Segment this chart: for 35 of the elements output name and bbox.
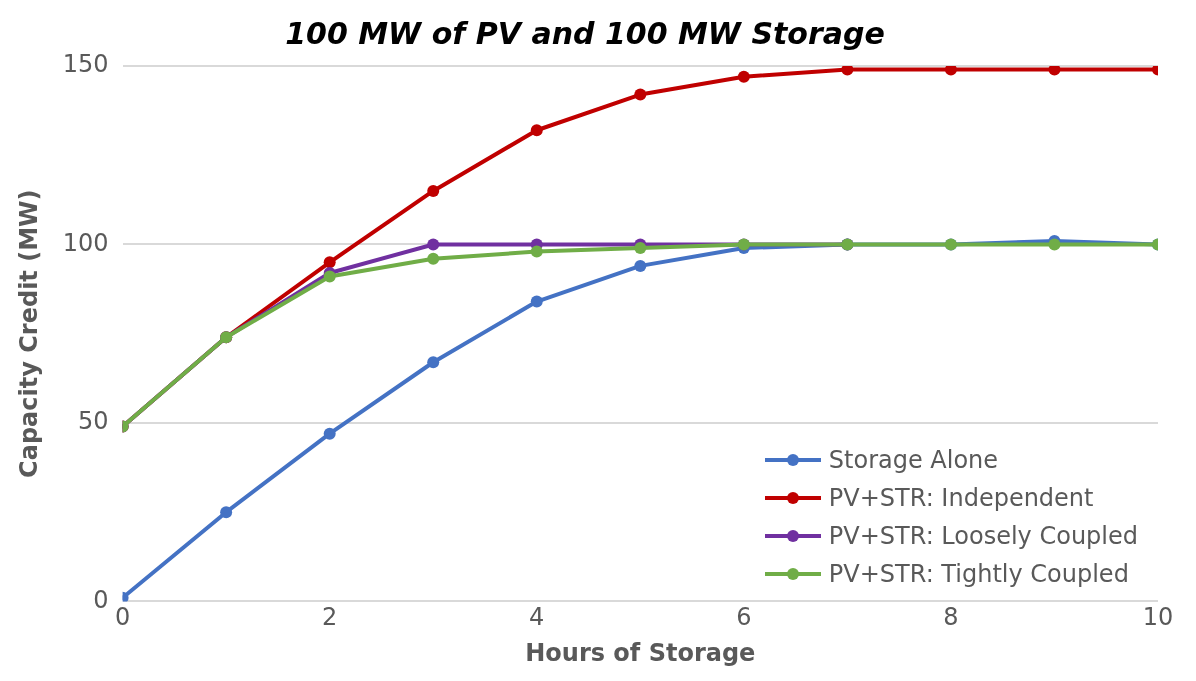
point: [1048, 238, 1061, 251]
point: [737, 70, 750, 83]
x-tick-label: 2: [322, 603, 338, 632]
chart-title: 100 MW of PV and 100 MW Storage: [285, 15, 885, 51]
x-tick-label: 10: [1142, 603, 1174, 632]
point: [841, 66, 854, 76]
point: [427, 356, 440, 369]
x-tick-label: 4: [529, 603, 545, 632]
y-tick-label: 100: [62, 228, 109, 257]
point: [323, 256, 336, 269]
x-tick-label: 8: [943, 603, 959, 632]
point: [323, 427, 336, 440]
point: [530, 245, 543, 258]
point: [634, 88, 647, 101]
x-tick-label: 0: [114, 603, 131, 632]
point: [530, 124, 543, 137]
point: [634, 259, 647, 272]
y-axis-title: Capacity Credit (MW): [14, 189, 43, 478]
point: [1048, 66, 1061, 76]
x-tick-label: 6: [736, 603, 752, 632]
legend-label: Storage Alone: [828, 445, 999, 477]
point: [944, 66, 957, 76]
legend-label: PV+STR: Independent: [828, 483, 1094, 515]
y-tick-label: 0: [93, 585, 109, 614]
x-axis-title: Hours of Storage: [525, 638, 756, 667]
legend-label: PV+STR: Tightly Coupled: [828, 559, 1129, 591]
y-tick-label: 50: [78, 407, 109, 436]
y-tick-label: 150: [62, 50, 109, 79]
point: [634, 242, 647, 255]
point: [427, 252, 440, 265]
point: [530, 295, 543, 308]
legend-label: PV+STR: Loosely Coupled: [828, 521, 1138, 553]
point: [427, 238, 440, 251]
point: [220, 506, 233, 519]
point: [427, 184, 440, 197]
